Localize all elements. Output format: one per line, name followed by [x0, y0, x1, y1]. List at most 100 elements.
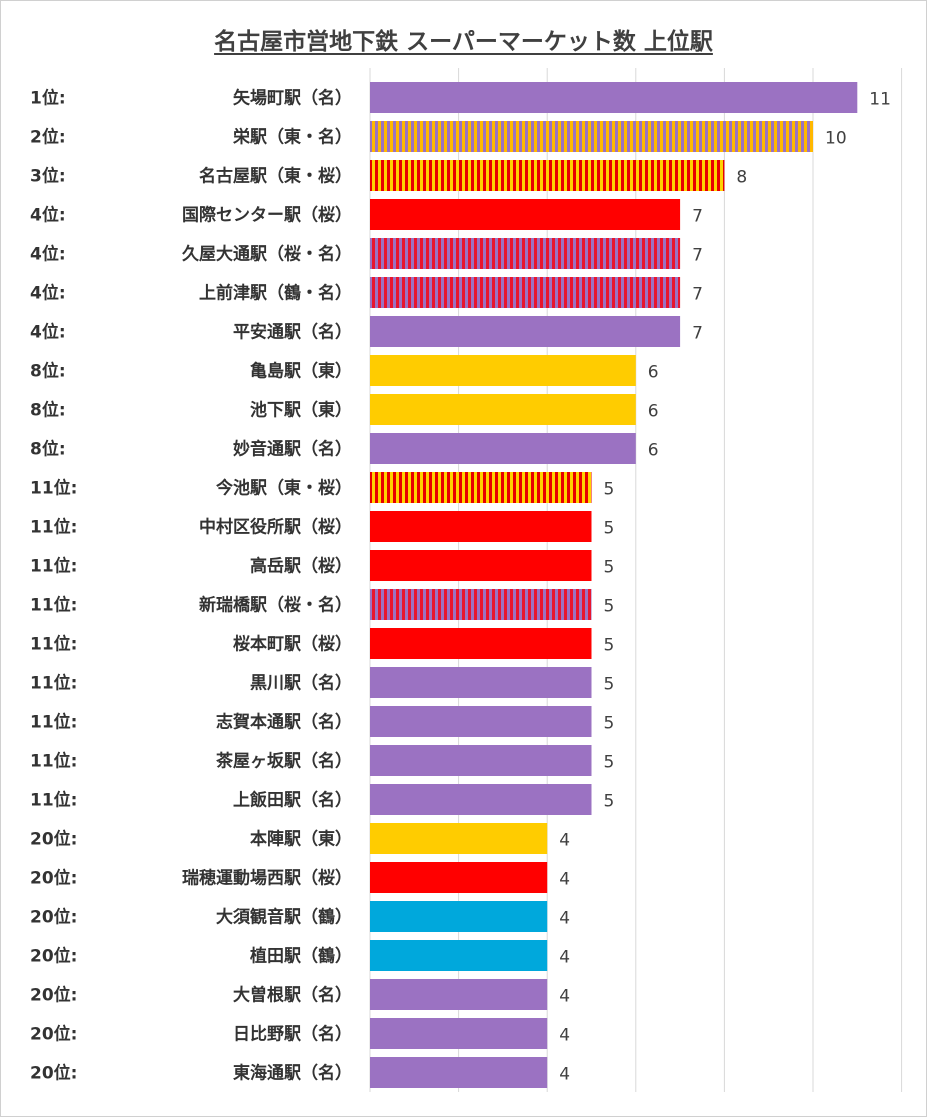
value-label: 5 [604, 636, 615, 656]
station-label: 名古屋駅（東・桜） [199, 166, 352, 187]
value-label: 8 [736, 168, 747, 188]
chart-title: 名古屋市営地下鉄 スーパーマーケット数 上位駅 [0, 22, 927, 56]
rank-label: 11位: [30, 595, 77, 616]
bar [370, 1057, 548, 1088]
value-label: 5 [604, 675, 615, 695]
labels: 1位: 矢場町駅（名） 11 2位: 栄駅（東・名） 10 3位: 名古屋駅（東・桜） 8 4位:… [30, 88, 891, 1085]
station-label: 亀島駅（東） [250, 361, 352, 382]
station-label: 栄駅（東・名） [232, 127, 352, 148]
bar [370, 511, 592, 542]
rank-label: 20位: [30, 868, 77, 889]
bar [370, 433, 636, 464]
station-label: 矢場町駅（名） [233, 88, 352, 109]
station-label: 黒川駅（名） [250, 673, 352, 694]
rank-label: 11位: [30, 751, 77, 772]
station-label: 上飯田駅（名） [233, 790, 352, 811]
station-label: 今池駅（東・桜） [216, 478, 352, 499]
rank-label: 4位: [30, 205, 66, 226]
rank-label: 2位: [30, 127, 66, 148]
rank-label: 11位: [30, 634, 77, 655]
station-label: 久屋大通駅（桜・名） [182, 244, 352, 265]
rank-label: 8位: [30, 439, 66, 460]
bar [370, 355, 636, 386]
bar [370, 940, 548, 971]
value-label: 5 [604, 714, 615, 734]
station-label: 茶屋ヶ坂駅（名） [216, 751, 352, 772]
bar [370, 394, 636, 425]
station-label: 高岳駅（桜） [250, 556, 352, 577]
bar [370, 706, 592, 737]
station-label: 平安通駅（名） [233, 322, 352, 343]
station-label: 妙音通駅（名） [233, 439, 352, 460]
station-label: 瑞穂運動場西駅（桜） [182, 868, 352, 889]
value-label: 4 [559, 831, 570, 851]
value-label: 7 [692, 285, 703, 305]
value-label: 6 [648, 402, 659, 422]
bar [370, 823, 548, 854]
rank-label: 20位: [30, 1024, 77, 1045]
rank-label: 11位: [30, 517, 77, 538]
bar [370, 316, 681, 347]
rank-label: 1位: [30, 88, 66, 109]
station-label: 植田駅（鶴） [250, 946, 352, 967]
station-label: 上前津駅（鶴・名） [199, 283, 352, 304]
value-label: 10 [825, 129, 847, 149]
station-label: 志賀本通駅（名） [216, 712, 352, 733]
station-label: 国際センター駅（桜） [182, 205, 352, 226]
rank-label: 11位: [30, 478, 77, 499]
bar [370, 121, 813, 152]
station-label: 大須観音駅（鶴） [216, 907, 352, 928]
rank-label: 11位: [30, 556, 77, 577]
value-label: 5 [604, 558, 615, 578]
bar [370, 199, 681, 230]
station-label: 池下駅（東） [250, 400, 352, 421]
rank-label: 11位: [30, 673, 77, 694]
rank-label: 4位: [30, 283, 66, 304]
bar [370, 901, 548, 932]
value-label: 6 [648, 363, 659, 383]
bar [370, 862, 548, 893]
rank-label: 20位: [30, 907, 77, 928]
bar [370, 745, 592, 776]
value-label: 5 [604, 792, 615, 812]
bar [370, 472, 592, 503]
value-label: 5 [604, 519, 615, 539]
station-label: 大曽根駅（名） [233, 985, 352, 1006]
value-label: 7 [692, 246, 703, 266]
value-label: 4 [559, 1065, 570, 1085]
station-label: 日比野駅（名） [233, 1024, 352, 1045]
rank-label: 11位: [30, 712, 77, 733]
chart-title-text: 名古屋市営地下鉄 スーパーマーケット数 上位駅 [214, 29, 713, 55]
rank-label: 20位: [30, 946, 77, 967]
rank-label: 3位: [30, 166, 66, 187]
value-label: 11 [869, 90, 891, 110]
bar [370, 628, 592, 659]
value-label: 5 [604, 597, 615, 617]
value-label: 4 [559, 909, 570, 929]
bar [370, 238, 681, 269]
rank-label: 11位: [30, 790, 77, 811]
rank-label: 8位: [30, 361, 66, 382]
station-label: 本陣駅（東） [250, 829, 352, 850]
value-label: 5 [604, 753, 615, 773]
station-label: 中村区役所駅（桜） [199, 517, 352, 538]
value-label: 7 [692, 207, 703, 227]
bars [370, 82, 858, 1088]
bar [370, 550, 592, 581]
bar [370, 589, 592, 620]
value-label: 4 [559, 1026, 570, 1046]
value-label: 6 [648, 441, 659, 461]
rank-label: 4位: [30, 322, 66, 343]
bar [370, 784, 592, 815]
value-label: 5 [604, 480, 615, 500]
station-label: 桜本町駅（桜） [233, 634, 352, 655]
bar [370, 277, 681, 308]
station-label: 東海通駅（名） [233, 1063, 352, 1084]
station-label: 新瑞橋駅（桜・名） [199, 595, 352, 616]
bar [370, 160, 725, 191]
value-label: 4 [559, 870, 570, 890]
value-label: 4 [559, 948, 570, 968]
rank-label: 8位: [30, 400, 66, 421]
bar [370, 979, 548, 1010]
